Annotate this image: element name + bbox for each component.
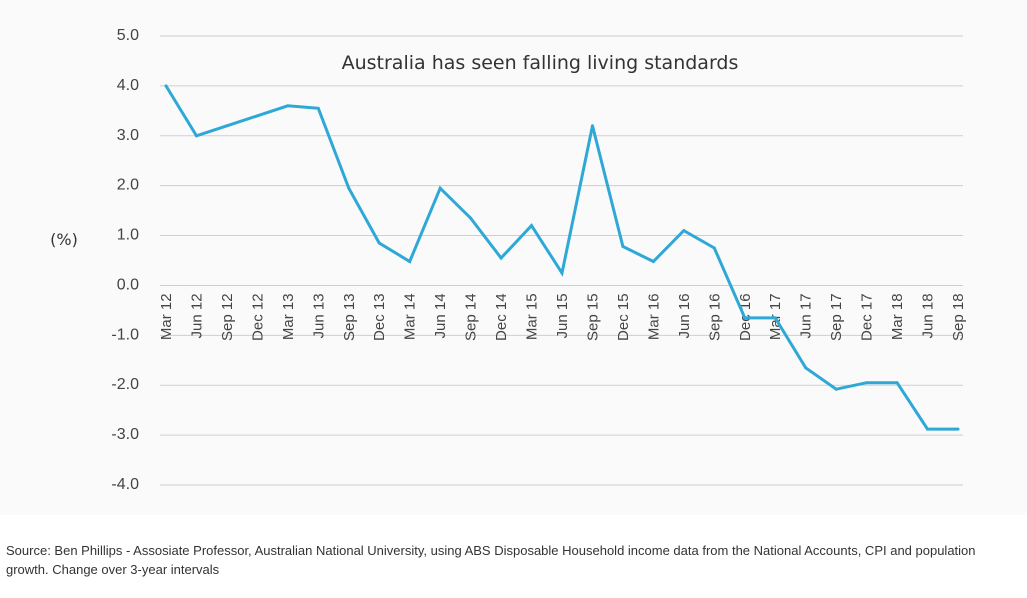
y-tick-label: 4.0 [117, 77, 139, 94]
x-tick-label: Mar 18 [889, 293, 906, 340]
x-tick-label: Jun 14 [432, 293, 449, 338]
data-point [225, 124, 229, 128]
y-axis-label: (%) [50, 230, 78, 249]
y-tick-label: -2.0 [111, 376, 139, 393]
y-tick-label: 3.0 [117, 127, 139, 144]
x-tick-label: Sep 12 [219, 293, 236, 341]
data-point [621, 245, 625, 249]
x-tick-label: Jun 17 [798, 293, 815, 338]
data-point [194, 134, 198, 138]
data-point [560, 271, 564, 275]
data-point [255, 114, 259, 118]
x-tick-label: Dec 12 [249, 293, 266, 341]
x-tick-label: Mar 15 [524, 293, 541, 340]
y-tick-label: 2.0 [117, 177, 139, 194]
series-line [164, 85, 958, 431]
x-tick-label: Sep 17 [828, 293, 845, 341]
x-tick-label: Sep 14 [463, 293, 480, 341]
x-tick-label: Jun 15 [554, 293, 571, 338]
x-tick-label: Sep 18 [950, 293, 967, 341]
data-point [682, 229, 686, 233]
data-point [834, 387, 838, 391]
x-tick-label: Dec 17 [859, 293, 876, 341]
chart-title: Australia has seen falling living standa… [342, 52, 739, 74]
y-tick-label: -1.0 [111, 326, 139, 343]
y-tick-label: -3.0 [111, 426, 139, 443]
y-axis-ticks: 5.0 4.0 3.0 2.0 1.0 0.0 -1.0 -2.0 -3.0 -4.0 [111, 27, 139, 493]
x-tick-label: Mar 12 [158, 293, 175, 340]
data-point [530, 224, 534, 228]
data-point [712, 246, 716, 250]
data-point [316, 106, 320, 110]
x-axis-ticks: Mar 12 Jun 12 Sep 12 Dec 12 Mar 13 Jun 13 Sep … [158, 293, 967, 341]
data-point [590, 124, 594, 128]
data-point [956, 427, 960, 431]
data-point [408, 259, 412, 263]
y-tick-label: 5.0 [117, 27, 139, 44]
y-tick-label: 0.0 [117, 276, 139, 293]
data-point [651, 259, 655, 263]
data-point [895, 381, 899, 385]
y-tick-label: -4.0 [111, 476, 139, 493]
x-tick-label: Dec 15 [615, 293, 632, 341]
data-point [377, 241, 381, 245]
x-tick-label: Jun 18 [920, 293, 937, 338]
data-point [804, 366, 808, 370]
x-tick-label: Jun 16 [676, 293, 693, 338]
x-tick-label: Mar 13 [280, 293, 297, 340]
gridlines [160, 35, 963, 486]
data-point [286, 104, 290, 108]
chart-panel: 5.0 4.0 3.0 2.0 1.0 0.0 -1.0 -2.0 -3.0 -4.0 Mar 1… [50, 27, 967, 493]
data-point [499, 256, 503, 260]
x-tick-label: Dec 14 [493, 293, 510, 341]
data-point [865, 381, 869, 385]
x-tick-label: Dec 13 [371, 293, 388, 341]
data-point [347, 186, 351, 190]
line-chart: 5.0 4.0 3.0 2.0 1.0 0.0 -1.0 -2.0 -3.0 -4.0 Mar 1… [50, 27, 967, 493]
data-point [926, 427, 930, 431]
data-point [164, 84, 168, 88]
x-tick-label: Mar 16 [645, 293, 662, 340]
source-note: Source: Ben Phillips - Assosiate Profess… [6, 543, 976, 577]
y-tick-label: 1.0 [117, 227, 139, 244]
x-tick-label: Jun 13 [310, 293, 327, 338]
x-tick-label: Sep 15 [584, 293, 601, 341]
data-point [469, 216, 473, 220]
x-tick-label: Sep 13 [341, 293, 358, 341]
x-tick-label: Mar 14 [402, 293, 419, 340]
data-point [438, 186, 442, 190]
x-tick-label: Sep 16 [706, 293, 723, 341]
series-layer [164, 84, 960, 431]
data-point [773, 316, 777, 320]
x-tick-label: Jun 12 [188, 293, 205, 338]
data-point [743, 316, 747, 320]
